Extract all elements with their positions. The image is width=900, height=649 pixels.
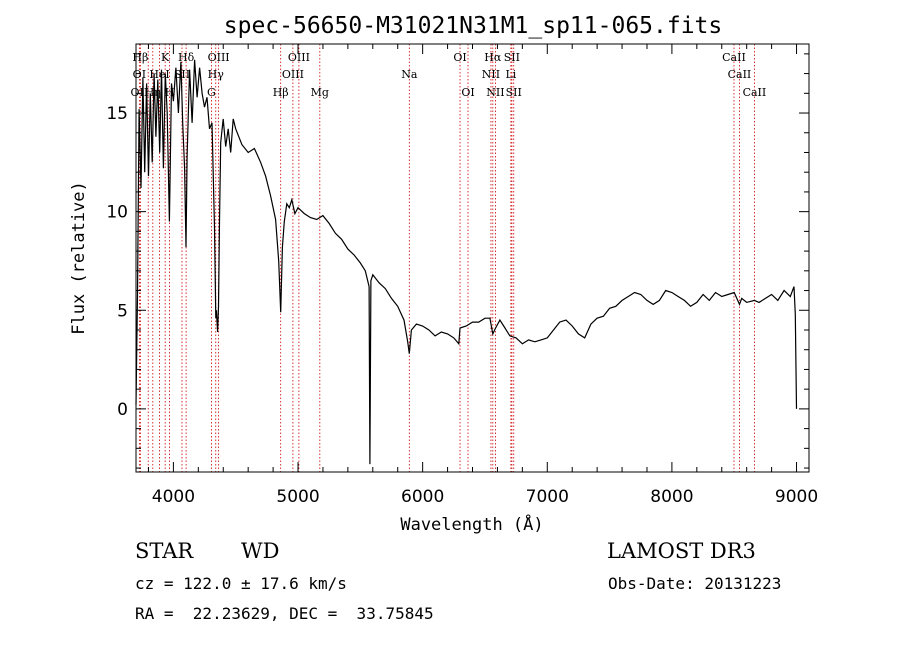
survey-name: LAMOST DR3: [607, 539, 756, 563]
line-label: H: [165, 86, 175, 99]
x-tick-label: 6000: [401, 487, 444, 507]
y-axis-title: Flux (relative): [69, 181, 89, 335]
line-label: Li: [505, 68, 516, 81]
line-label: Hα: [484, 51, 502, 64]
line-label: SII: [506, 86, 522, 99]
line-label: CaII: [728, 68, 752, 81]
x-axis-title: Wavelength (Å): [400, 513, 543, 535]
axis-ticks: [136, 44, 809, 472]
line-label: SII: [174, 68, 190, 81]
chart-title: spec-56650-M31021N31M1_sp11-065.fits: [224, 13, 723, 39]
line-label: SII: [504, 51, 520, 64]
line-label: G: [207, 86, 216, 99]
line-label: Hβ: [132, 51, 148, 64]
axis-tick-labels: 4000 5000 6000 7000 8000 9000 0 5 10 15: [106, 104, 818, 507]
redshift-cz: cz = 122.0 ± 17.6 km/s: [135, 574, 347, 593]
object-class: STAR: [135, 539, 194, 563]
line-label: OI: [461, 86, 474, 99]
line-label: OIII: [208, 51, 230, 64]
x-tick-label: 8000: [650, 487, 693, 507]
line-label: OIII: [282, 68, 304, 81]
line-label: Na: [401, 68, 418, 81]
line-label: HeI: [149, 68, 169, 81]
x-tick-label: 5000: [276, 487, 319, 507]
x-tick-label: 9000: [775, 487, 818, 507]
y-tick-label: 10: [106, 203, 128, 223]
line-label: OI: [453, 51, 466, 64]
y-tick-label: 5: [117, 301, 128, 321]
line-label: OI: [133, 68, 146, 81]
line-label: NII: [486, 86, 504, 99]
line-label: Hδ: [178, 51, 195, 64]
line-label: Hγ: [208, 68, 225, 81]
spectrum-line: [135, 59, 798, 465]
line-label: NII: [482, 68, 500, 81]
y-tick-label: 15: [106, 104, 128, 124]
line-label: K: [161, 51, 170, 64]
line-label: Mg: [311, 86, 329, 99]
line-label: OIII: [288, 51, 310, 64]
observation-date: Obs-Date: 20131223: [608, 574, 782, 593]
line-label: Hβ: [273, 86, 289, 99]
emission-line-markers: [138, 44, 755, 472]
object-subclass: WD: [241, 539, 280, 563]
plot-frame: [135, 43, 810, 473]
line-label: CaII: [743, 86, 767, 99]
x-tick-label: 4000: [152, 487, 195, 507]
line-label: CaII: [722, 51, 746, 64]
ra-dec-coordinates: RA = 22.23629, DEC = 33.75845: [135, 604, 434, 623]
y-tick-label: 0: [117, 400, 128, 420]
x-tick-label: 7000: [526, 487, 569, 507]
